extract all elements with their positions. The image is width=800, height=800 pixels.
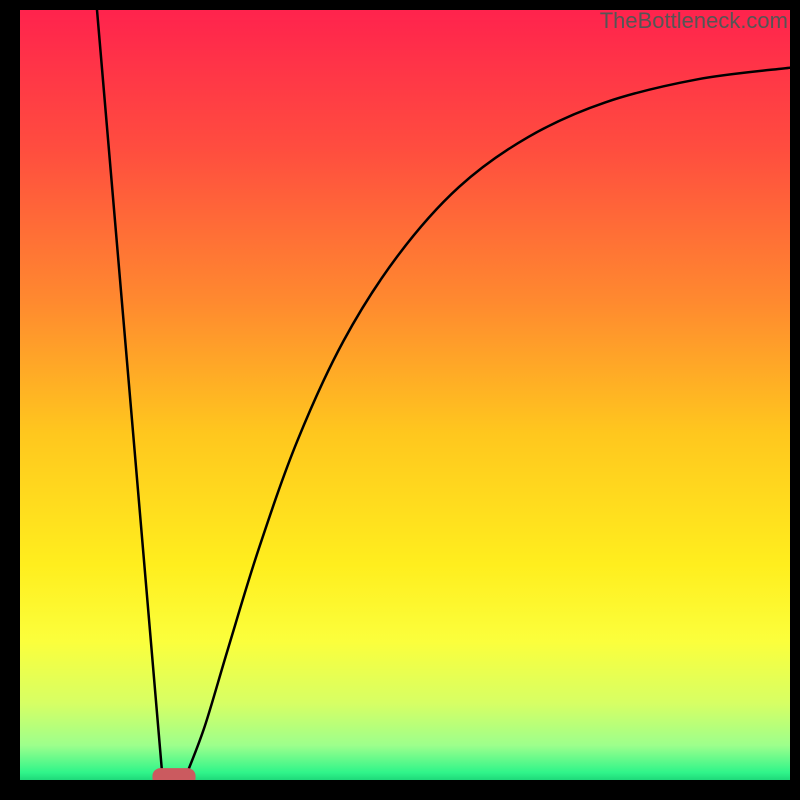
bottleneck-curve-left xyxy=(97,10,162,777)
watermark-text: TheBottleneck.com xyxy=(600,8,788,34)
chart-overlay-svg xyxy=(20,10,790,780)
optimal-range-marker xyxy=(152,768,195,780)
plot-area xyxy=(20,10,790,780)
figure-root: TheBottleneck.com xyxy=(0,0,800,800)
bottleneck-curve-right xyxy=(186,68,790,777)
